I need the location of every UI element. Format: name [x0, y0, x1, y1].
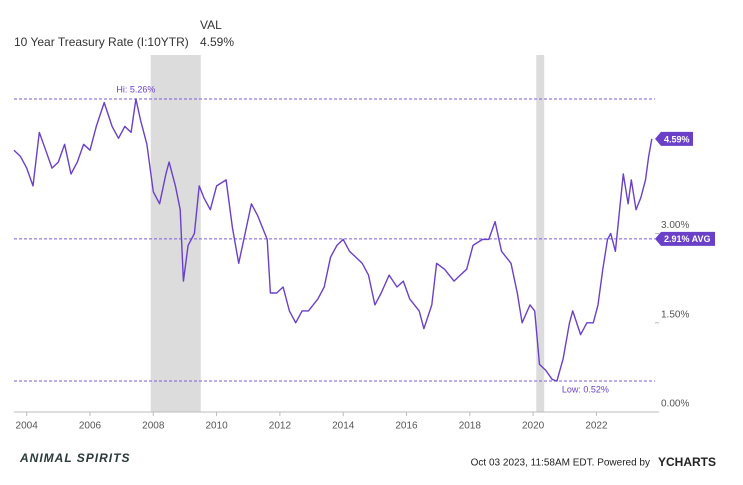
x-tick-label: 2012	[269, 421, 292, 432]
y-tick-label: 0.00%	[661, 399, 689, 410]
last-badge	[655, 131, 693, 146]
watermark: ANIMAL SPIRITS	[19, 451, 130, 465]
x-tick-label: 2004	[16, 421, 39, 432]
y-tick-label: 1.50%	[661, 309, 689, 320]
hi-label: Hi: 5.26%	[116, 84, 155, 94]
val: 4.59%	[200, 35, 234, 49]
low-label: Low: 0.52%	[562, 384, 609, 394]
last-value-label: 4.59%	[664, 134, 690, 144]
x-tick-label: 2008	[142, 421, 165, 432]
x-tick-label: 2014	[332, 421, 355, 432]
x-tick-label: 2022	[585, 421, 608, 432]
y-tick-label: 3.00%	[661, 220, 689, 231]
x-tick-label: 2016	[395, 421, 418, 432]
series-name: 10 Year Treasury Rate (I:10YTR)	[14, 35, 189, 49]
x-tick-label: 2010	[205, 421, 228, 432]
shaded-period	[150, 55, 201, 412]
x-tick-label: 2018	[459, 421, 482, 432]
footer-timestamp: Oct 03 2023, 11:58AM EDT. Powered by	[471, 458, 650, 469]
avg-badge	[655, 231, 715, 246]
avg-label: 2.91% AVG	[664, 234, 711, 244]
x-tick-label: 2020	[522, 421, 545, 432]
val-header: VAL	[200, 18, 222, 32]
shaded-period	[536, 55, 545, 412]
series-line	[13, 98, 653, 382]
footer-brand: YCHARTS	[658, 455, 716, 469]
x-tick-label: 2006	[79, 421, 102, 432]
